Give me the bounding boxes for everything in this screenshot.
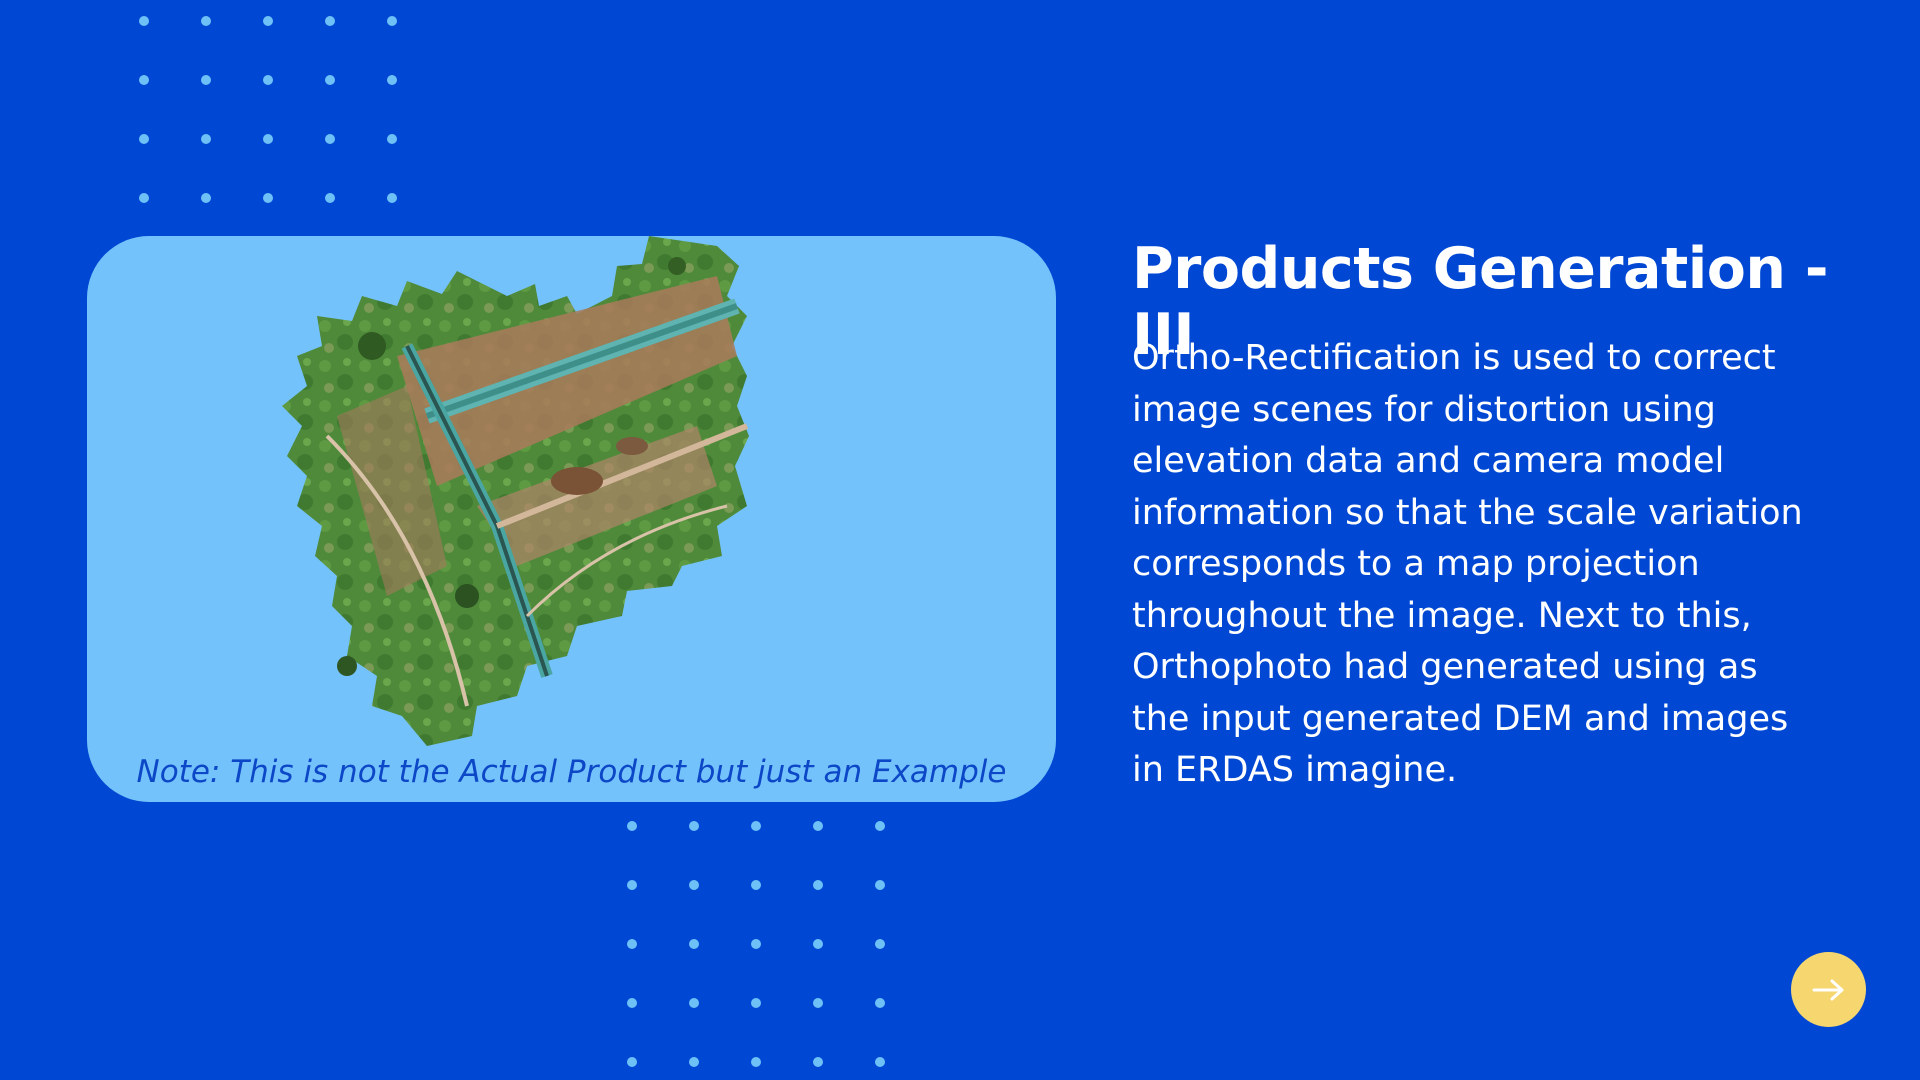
next-slide-button[interactable] [1791,952,1866,1027]
decorative-dot-grid-top [139,16,399,205]
arrow-right-icon [1812,979,1843,1000]
orthophoto-image [282,236,749,746]
orthophoto-image-card: Note: This is not the Actual Product but… [87,236,1056,802]
decorative-dot-grid-bottom [627,821,887,1069]
image-disclaimer-note: Note: This is not the Actual Product but… [136,754,1007,790]
slide-body-text: Ortho-Rectification is used to correct i… [1132,338,1803,790]
slide-title: Products Generation - III [1132,236,1829,368]
